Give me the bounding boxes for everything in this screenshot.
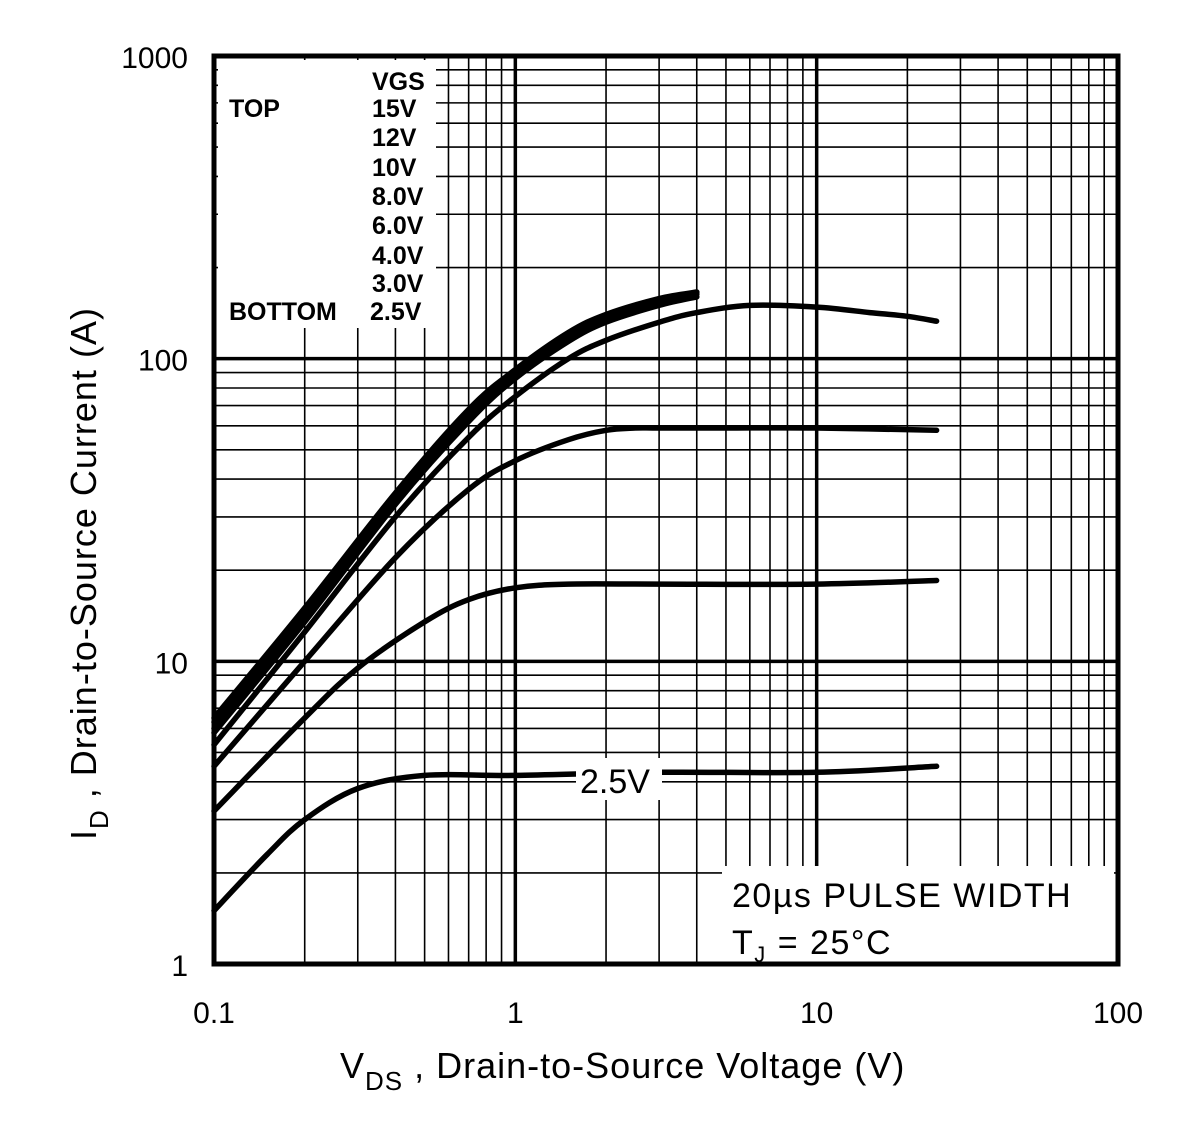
legend-entry-12v: 12V bbox=[372, 124, 417, 152]
y-tick-label: 1000 bbox=[121, 42, 188, 75]
legend-box bbox=[218, 60, 436, 328]
grid bbox=[214, 56, 1118, 964]
legend-entry-8v: 8.0V bbox=[372, 183, 424, 211]
annotation-box bbox=[722, 866, 1114, 966]
annotation-temp-main: T bbox=[732, 924, 754, 962]
legend-header: VGS bbox=[372, 68, 425, 96]
annotation-pulse-width: 20µs PULSE WIDTH bbox=[732, 877, 1072, 915]
x-axis-title-rest: , Drain-to-Source Voltage (V) bbox=[403, 1045, 905, 1086]
legend: TOP BOTTOM VGS 15V 12V 10V 8.0V 6.0V 4.0… bbox=[229, 68, 425, 326]
x-axis-title-sub: DS bbox=[365, 1066, 403, 1096]
curves bbox=[211, 289, 940, 914]
x-tick-label: 100 bbox=[1093, 997, 1143, 1030]
series-line-4-0v bbox=[211, 425, 940, 770]
plot-frame bbox=[211, 53, 1121, 967]
annotation-temp-sub: J bbox=[754, 942, 767, 967]
y-tick-label: 10 bbox=[155, 647, 188, 680]
series-line-2-5v bbox=[211, 763, 940, 914]
y-axis-title: ID , Drain-to-Source Current (A) bbox=[63, 307, 114, 840]
legend-entry-15v: 15V bbox=[372, 95, 417, 123]
legend-entry-3v: 3.0V bbox=[372, 270, 424, 298]
y-tick-label: 1 bbox=[171, 950, 188, 983]
y-tick-label: 100 bbox=[138, 345, 188, 378]
x-tick-label: 1 bbox=[507, 997, 524, 1030]
legend-entry-10v: 10V bbox=[372, 154, 417, 182]
y-axis-title-sub: D bbox=[84, 809, 114, 829]
y-axis-title-main: I bbox=[63, 829, 104, 840]
legend-bottom-label: BOTTOM bbox=[229, 298, 337, 326]
legend-entry-2-5v: 2.5V bbox=[370, 298, 422, 326]
x-tick-label: 10 bbox=[800, 997, 833, 1030]
series-line-8-0v bbox=[211, 294, 700, 736]
curve-label-box bbox=[576, 758, 662, 800]
annotation-temperature: TJ = 25°C bbox=[732, 924, 892, 967]
y-axis-title-rest: , Drain-to-Source Current (A) bbox=[63, 307, 104, 809]
annotation-temp-rest: = 25°C bbox=[767, 924, 892, 962]
curve-label-2-5v: 2.5V bbox=[580, 763, 650, 801]
legend-top-label: TOP bbox=[229, 95, 280, 123]
series-line-10v bbox=[211, 291, 700, 732]
series-line-6-0v bbox=[211, 302, 940, 748]
x-tick-label: 0.1 bbox=[193, 997, 235, 1030]
legend-entry-6v: 6.0V bbox=[372, 212, 424, 240]
x-axis-title-main: V bbox=[340, 1045, 365, 1086]
x-axis-title: VDS , Drain-to-Source Voltage (V) bbox=[340, 1045, 905, 1096]
series-line-3-0v bbox=[211, 577, 940, 814]
legend-entry-4v: 4.0V bbox=[372, 242, 424, 270]
